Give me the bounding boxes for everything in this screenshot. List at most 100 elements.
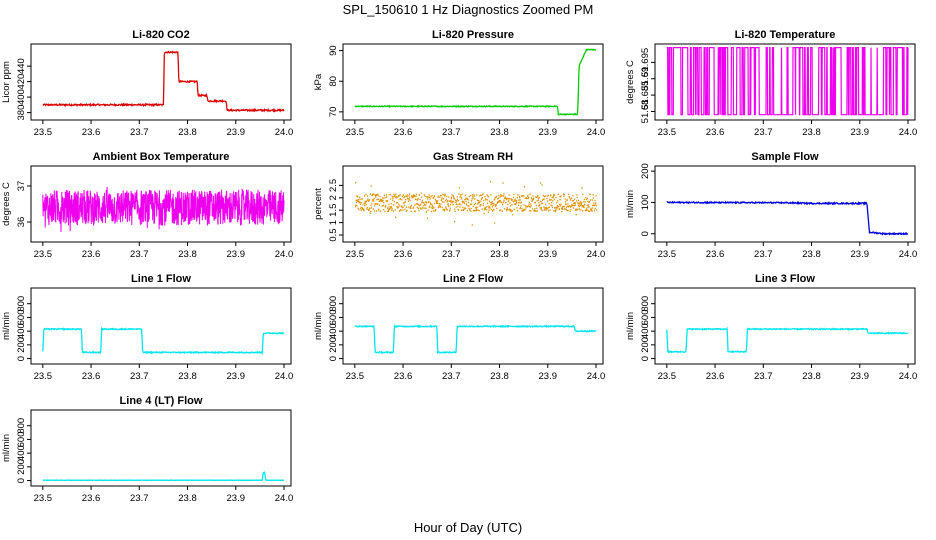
- x-tick-label: 23.9: [851, 249, 870, 260]
- x-tick-label: 23.7: [754, 249, 773, 260]
- panel-line-3-flow: Line 3 Flow ml/min 23.5 23.6 23.7 23.8 23.9 24.…: [625, 273, 917, 382]
- data-series: [354, 48, 597, 117]
- x-tick-label: 23.6: [706, 371, 725, 382]
- plot-frame: [30, 409, 292, 487]
- x-tick-label: 23.5: [34, 371, 53, 382]
- y-tick-label: 0: [640, 356, 651, 361]
- y-tick-label: 70: [328, 107, 339, 118]
- y-tick-label: 0: [16, 478, 27, 483]
- y-tick-label: 400: [328, 323, 339, 339]
- x-tick-label: 23.7: [754, 371, 773, 382]
- x-tick-label: 24.0: [587, 127, 606, 138]
- series-line: [42, 50, 285, 113]
- x-tick-label: 23.7: [130, 127, 149, 138]
- data-series: [354, 181, 598, 226]
- y-tick-label: 380: [16, 105, 27, 121]
- x-tick-label: 24.0: [587, 371, 606, 382]
- plot-frame: [654, 165, 916, 243]
- y-axis-label: Licor ppm: [1, 61, 12, 103]
- x-tick-label: 23.7: [442, 371, 461, 382]
- series-line: [42, 186, 285, 233]
- x-axis-label: Hour of Day (UTC): [414, 520, 522, 535]
- series-line: [666, 46, 909, 116]
- plot-frame: [342, 43, 604, 121]
- y-tick-label: 800: [640, 296, 651, 312]
- y-tick-label: 600: [16, 431, 27, 447]
- panel-gas-stream-rh: Gas Stream RH percent 23.5 23.6 23.7 23.8 23.9…: [313, 151, 605, 260]
- x-tick-label: 23.6: [82, 249, 101, 260]
- y-axis-label: degrees C: [625, 60, 636, 104]
- x-tick-label: 23.9: [227, 493, 246, 504]
- y-tick-label: 2.5: [328, 179, 339, 192]
- data-series: [42, 186, 285, 233]
- y-tick-label: 200: [640, 337, 651, 353]
- y-tick-label: 440: [16, 58, 27, 74]
- x-tick-label: 24.0: [275, 371, 294, 382]
- x-tick-label: 23.8: [490, 249, 509, 260]
- y-axis-label: degrees C: [1, 182, 12, 226]
- x-tick-label: 23.8: [802, 249, 821, 260]
- plot-frame: [654, 43, 916, 121]
- x-tick-label: 23.5: [34, 493, 53, 504]
- x-tick-label: 23.6: [82, 493, 101, 504]
- x-tick-label: 23.8: [802, 127, 821, 138]
- data-series: [42, 471, 285, 482]
- x-tick-label: 23.5: [346, 127, 365, 138]
- y-tick-label: 400: [16, 445, 27, 461]
- x-tick-label: 23.7: [130, 249, 149, 260]
- y-tick-label: 200: [16, 337, 27, 353]
- y-tick-label: 1: [328, 220, 339, 225]
- x-tick-label: 23.5: [658, 371, 677, 382]
- panel-li-820-temperature: Li-820 Temperature degrees C 23.5 23.6 23.7 2…: [625, 29, 917, 138]
- panel-li-820-pressure: Li-820 Pressure kPa 23.5 23.6 23.7 23.8 23.9 24…: [313, 29, 605, 138]
- panel-title: Line 2 Flow: [443, 273, 503, 285]
- panel-title: Line 3 Flow: [755, 273, 815, 285]
- x-tick-label: 23.8: [490, 127, 509, 138]
- y-tick-label: 37: [16, 181, 27, 192]
- x-tick-label: 23.9: [539, 371, 558, 382]
- plot-frame: [342, 287, 604, 365]
- x-tick-label: 24.0: [899, 127, 918, 138]
- x-tick-label: 23.8: [802, 371, 821, 382]
- x-tick-label: 23.5: [346, 371, 365, 382]
- y-axis-label: ml/min: [625, 312, 636, 340]
- series-points: [354, 181, 598, 226]
- panel-title: Li-820 Pressure: [432, 29, 514, 41]
- panel-title: Line 4 (LT) Flow: [120, 395, 203, 407]
- x-tick-label: 23.8: [178, 249, 197, 260]
- y-tick-label: 200: [640, 163, 651, 179]
- x-tick-label: 23.5: [658, 127, 677, 138]
- y-axis-label: ml/min: [1, 312, 12, 340]
- x-tick-label: 23.8: [178, 127, 197, 138]
- x-tick-label: 23.9: [851, 127, 870, 138]
- y-tick-label: 2: [328, 195, 339, 200]
- x-tick-label: 23.9: [539, 249, 558, 260]
- x-tick-label: 24.0: [275, 249, 294, 260]
- panel-sample-flow: Sample Flow ml/min 23.5 23.6 23.7 23.8 23.9 24.…: [625, 151, 917, 260]
- x-tick-label: 23.6: [82, 371, 101, 382]
- y-tick-label: 600: [328, 309, 339, 325]
- y-axis-label: ml/min: [625, 190, 636, 218]
- x-tick-label: 23.9: [539, 127, 558, 138]
- y-tick-label: 100: [640, 195, 651, 211]
- x-tick-label: 23.7: [130, 493, 149, 504]
- plot-frame: [342, 165, 604, 243]
- x-tick-label: 23.6: [82, 127, 101, 138]
- y-tick-label: 51.68: [640, 100, 651, 124]
- y-axis-label: kPa: [313, 73, 324, 90]
- data-series: [42, 326, 285, 356]
- x-tick-label: 24.0: [275, 493, 294, 504]
- plot-frame: [30, 287, 292, 365]
- y-tick-label: 400: [16, 89, 27, 105]
- data-series: [354, 323, 597, 355]
- y-tick-label: 600: [16, 309, 27, 325]
- y-tick-label: 80: [328, 76, 339, 87]
- series-line: [354, 323, 597, 355]
- x-tick-label: 23.5: [34, 127, 53, 138]
- y-tick-label: 400: [640, 323, 651, 339]
- series-line: [42, 471, 285, 482]
- panel-title: Li-820 CO2: [132, 29, 189, 41]
- panel-title: Line 1 Flow: [131, 273, 191, 285]
- x-tick-label: 23.7: [130, 371, 149, 382]
- series-line: [42, 326, 285, 356]
